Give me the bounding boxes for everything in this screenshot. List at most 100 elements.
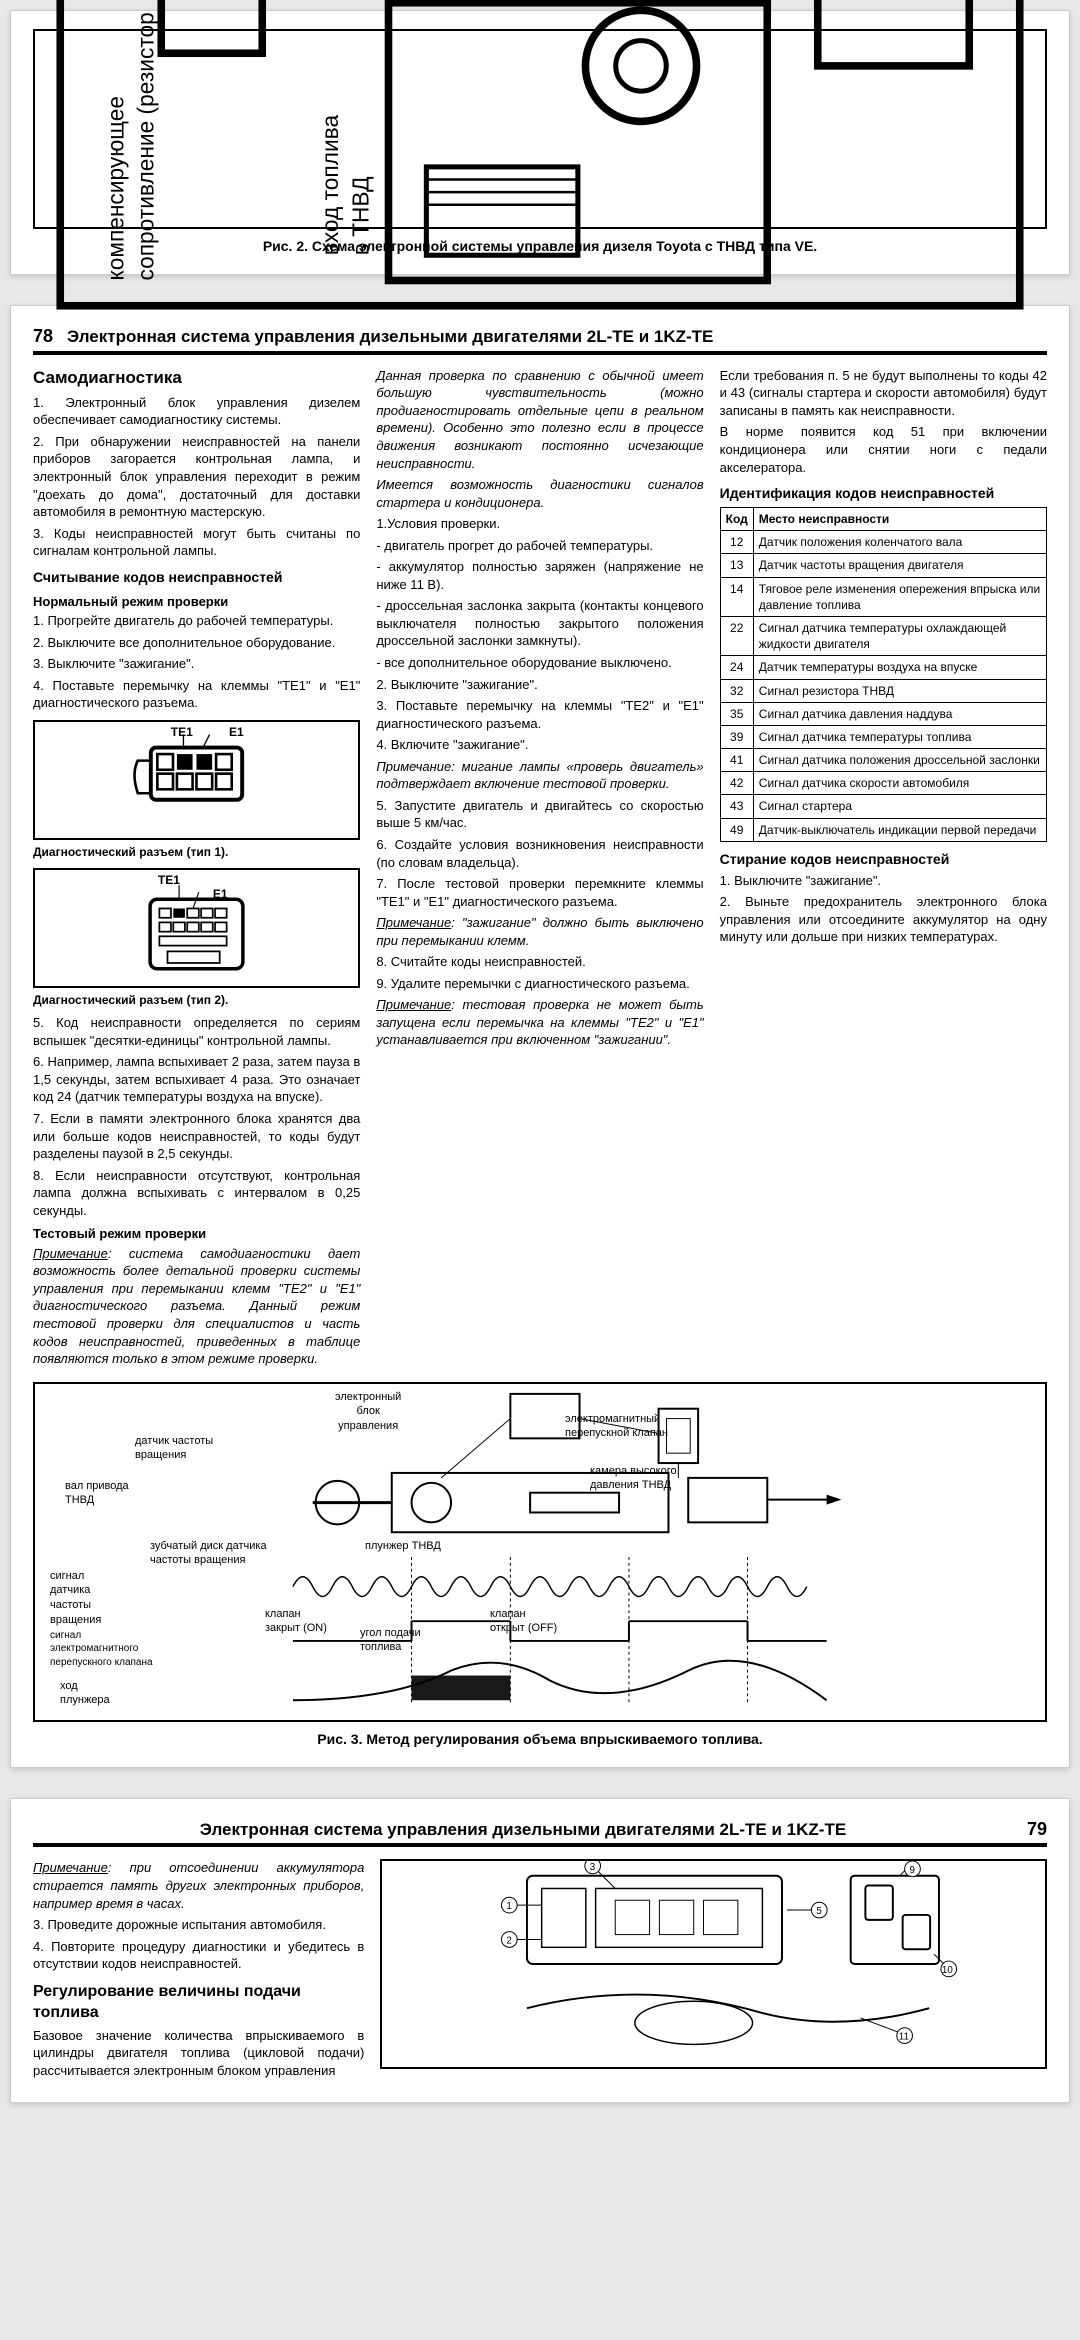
c2-s2: 2. Выключите "зажигание".: [376, 676, 703, 694]
c2-s9: 9. Удалите перемычки с диагностического …: [376, 975, 703, 993]
svg-text:вход топлива: вход топлива: [317, 115, 343, 256]
lbl-ecu: электронныйблокуправления: [335, 1390, 401, 1435]
nr-2: 2. Выключите все дополнительное оборудов…: [33, 634, 360, 652]
lbl-chamber: камера высокогодавления ТНВД: [590, 1464, 677, 1494]
callout-2: 2: [507, 1936, 512, 1947]
heading-ident: Идентификация кодов неисправностей: [720, 484, 1047, 503]
callout-5: 5: [817, 1906, 823, 1917]
table-row: 12Датчик положения коленчатого вала: [720, 531, 1046, 554]
column-3: Если требования п. 5 не будут выполнены …: [720, 367, 1047, 1372]
th-desc: Место неисправности: [753, 508, 1046, 531]
page-79: Электронная система управления дизельным…: [10, 1798, 1070, 2103]
heading-testmode: Тестовый режим проверки: [33, 1225, 360, 1243]
figure-3-diagram: электронныйблокуправления датчик частоты…: [33, 1382, 1047, 1722]
callout-3: 3: [590, 1862, 596, 1873]
c2-n7: Примечание: "зажигание" должно быть выкл…: [376, 914, 703, 949]
table-row: 32Сигнал резистора ТНВД: [720, 679, 1046, 702]
lbl-vsig: сигналэлектромагнитногоперепускного клап…: [50, 1629, 153, 1670]
page79-layout: Примечание: при отсоединении аккумулятор…: [33, 1859, 1047, 2083]
p79-note: Примечание: при отсоединении аккумулятор…: [33, 1859, 364, 1912]
c2-s7: 7. После тестовой проверки перемкните кл…: [376, 875, 703, 910]
schematic-svg: компенсирующее сопротивление (резистор в…: [35, 0, 1045, 331]
lbl-open: клапанзакрыт (ON): [265, 1607, 327, 1637]
nr-8: 8. Если неисправности отсутствуют, контр…: [33, 1167, 360, 1220]
c2-p1: Данная проверка по сравнению с обычной и…: [376, 367, 703, 472]
heading-selfdiag: Самодиагностика: [33, 367, 360, 390]
table-row: 13Датчик частоты вращения двигателя: [720, 554, 1046, 577]
c2-p2: Имеется возможность диагностики сигналов…: [376, 476, 703, 511]
label-resistor: компенсирующее: [102, 96, 128, 280]
callout-9: 9: [910, 1865, 915, 1876]
table-row: 41Сигнал датчика положения дроссельной з…: [720, 749, 1046, 772]
p79-reg: Базовое значение количества впрыскиваемо…: [33, 2027, 364, 2080]
page-header-79: Электронная система управления дизельным…: [33, 1817, 1047, 1848]
page-number-79: 79: [1027, 1817, 1047, 1841]
lbl-sig: сигналдатчикачастотывращения: [50, 1569, 101, 1628]
c2-n9: Примечание: тестовая проверка не может б…: [376, 996, 703, 1049]
c2-c2: - аккумулятор полностью заряжен (напряже…: [376, 558, 703, 593]
c2-s8: 8. Считайте коды неисправностей.: [376, 953, 703, 971]
figure-2-diagram: компенсирующее сопротивление (резистор в…: [33, 29, 1047, 229]
heading-regulate: Регулирование величины подачи топлива: [33, 1981, 364, 2024]
page-fragment-top: компенсирующее сопротивление (резистор в…: [10, 10, 1070, 275]
sd-para-2: 2. При обнаружении неисправностей на пан…: [33, 433, 360, 521]
c2-s6: 6. Создайте условия возникновения неиспр…: [376, 836, 703, 871]
column-2: Данная проверка по сравнению с обычной и…: [376, 367, 703, 1372]
lbl-spd: датчик частотывращения: [135, 1434, 213, 1464]
page79-text-col: Примечание: при отсоединении аккумулятор…: [33, 1859, 364, 2083]
diag2-label: Диагностический разъем (тип 2).: [33, 992, 360, 1008]
c2-c1: - двигатель прогрет до рабочей температу…: [376, 537, 703, 555]
three-column-layout: Самодиагностика 1. Электронный блок упра…: [33, 367, 1047, 1372]
nr-4: 4. Поставьте перемычку на клеммы "ТЕ1" и…: [33, 677, 360, 712]
nr-6: 6. Например, лампа вспыхивает 2 раза, за…: [33, 1053, 360, 1106]
er-2: 2. Выньте предохранитель электронного бл…: [720, 893, 1047, 946]
c3-p2: В норме появится код 51 при включении ко…: [720, 423, 1047, 476]
callout-11: 11: [899, 2032, 909, 2043]
lbl-gear: зубчатый диск датчикачастоты вращения: [150, 1539, 267, 1569]
c2-s4: 4. Включите "зажигание".: [376, 736, 703, 754]
column-1: Самодиагностика 1. Электронный блок упра…: [33, 367, 360, 1372]
lbl-stroke: ходплунжера: [60, 1679, 110, 1709]
nr-3: 3. Выключите "зажигание".: [33, 655, 360, 673]
heading-readcodes: Считывание кодов неисправностей: [33, 568, 360, 587]
page-title: Электронная система управления дизельным…: [67, 326, 1047, 349]
diag1-label: Диагностический разъем (тип 1).: [33, 844, 360, 860]
p79-3: 3. Проведите дорожные испытания автомоби…: [33, 1916, 364, 1934]
table-row: 35Сигнал датчика давления наддува: [720, 702, 1046, 725]
sd-para-3: 3. Коды неисправностей могут быть считан…: [33, 525, 360, 560]
table-row: 14Тяговое реле изменения опережения впры…: [720, 577, 1046, 616]
c3-p1: Если требования п. 5 не будут выполнены …: [720, 367, 1047, 420]
table-row: 49Датчик-выключатель индикации первой пе…: [720, 818, 1046, 841]
table-row: 24Датчик температуры воздуха на впуске: [720, 656, 1046, 679]
c2-cond-h: 1.Условия проверки.: [376, 515, 703, 533]
page-title-79: Электронная система управления дизельным…: [33, 1819, 1013, 1842]
table-row: 39Сигнал датчика температуры топлива: [720, 725, 1046, 748]
callout-10: 10: [942, 1965, 953, 1976]
lbl-closed: клапаноткрыт (OFF): [490, 1607, 557, 1637]
lbl-angle: угол подачитоплива: [360, 1626, 421, 1656]
test-note: Примечание: система самодиагностики дает…: [33, 1245, 360, 1368]
engine-bay-diagram: 1 2 3 5 9 10 11: [380, 1859, 1047, 2069]
callout-1: 1: [507, 1902, 512, 1913]
nr-5: 5. Код неисправности определяется по сер…: [33, 1014, 360, 1049]
c2-c3: - дроссельная заслонка закрыта (контакты…: [376, 597, 703, 650]
lbl-plunger: плунжер ТНВД: [365, 1539, 441, 1554]
page-78: 78 Электронная система управления дизель…: [10, 305, 1070, 1768]
c2-n4: Примечание: мигание лампы «проверь двига…: [376, 758, 703, 793]
er-1: 1. Выключите "зажигание".: [720, 872, 1047, 890]
page-number: 78: [33, 324, 53, 348]
lbl-valve: электромагнитныйперепускной клапан: [565, 1412, 668, 1442]
heading-erase: Стирание кодов неисправностей: [720, 850, 1047, 869]
sd-para-1: 1. Электронный блок управления дизелем о…: [33, 394, 360, 429]
c2-s5: 5. Запустите двигатель и двигайтесь со с…: [376, 797, 703, 832]
nr-7: 7. Если в памяти электронного блока хран…: [33, 1110, 360, 1163]
connector-diagram-1: TE1 E1: [33, 720, 360, 840]
connector-diagram-2: TE1 E1: [33, 868, 360, 988]
table-row: 42Сигнал датчика скорости автомобиля: [720, 772, 1046, 795]
figure-3-caption: Рис. 3. Метод регулирования объема впрыс…: [33, 1730, 1047, 1749]
nr-1: 1. Прогрейте двигатель до рабочей темпер…: [33, 612, 360, 630]
table-row: 22Сигнал датчика температуры охлаждающей…: [720, 616, 1046, 655]
lbl-shaft: вал приводаТНВД: [65, 1479, 129, 1509]
fault-codes-table: Код Место неисправности 12Датчик положен…: [720, 507, 1047, 842]
th-code: Код: [720, 508, 753, 531]
